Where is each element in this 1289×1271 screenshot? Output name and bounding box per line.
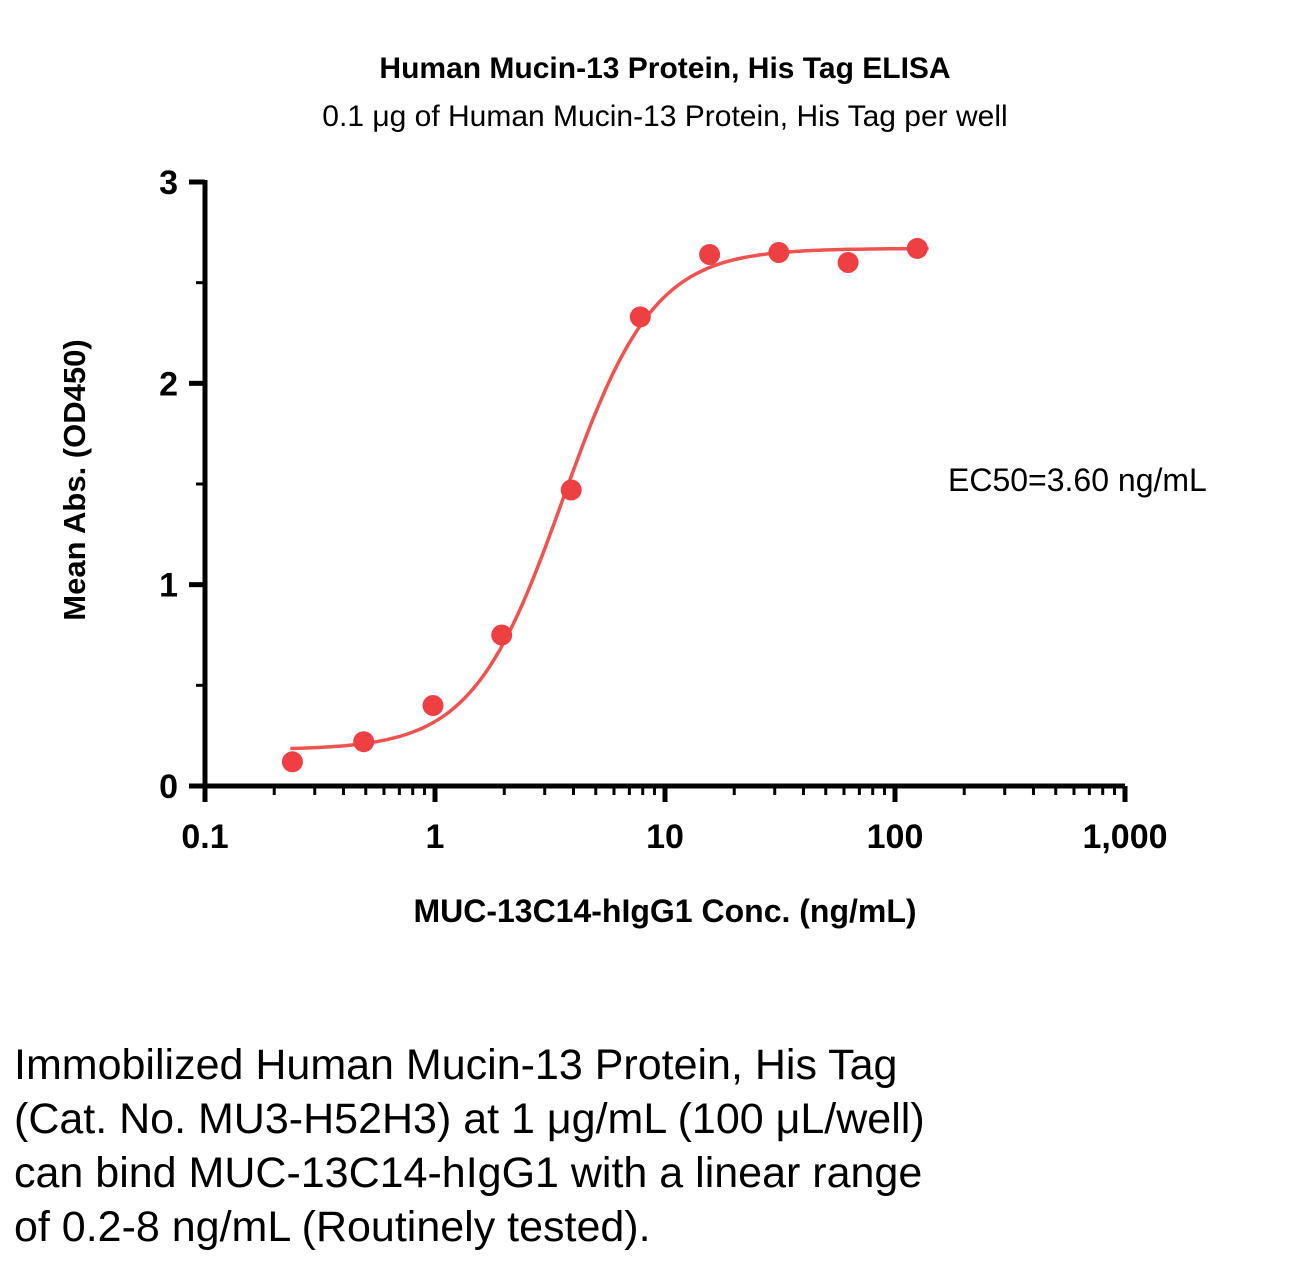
caption-line: of 0.2-8 ng/mL (Routinely tested). <box>14 1203 651 1251</box>
data-point <box>768 242 790 263</box>
chart-subtitle: 0.1 μg of Human Mucin-13 Protein, His Ta… <box>322 100 1008 133</box>
y-tick-label: 1 <box>159 567 178 605</box>
data-point <box>629 306 651 328</box>
ec50-annotation: EC50=3.60 ng/mL <box>948 462 1207 498</box>
x-tick-label: 1 <box>426 818 445 856</box>
data-point <box>491 624 513 646</box>
data-point <box>422 695 444 716</box>
data-point <box>281 751 303 773</box>
data-point <box>699 244 721 265</box>
data-point <box>906 237 928 259</box>
x-tick-label: 100 <box>867 818 924 856</box>
chart-title: Human Mucin-13 Protein, His Tag ELISA <box>379 52 951 85</box>
y-axis-label: Mean Abs. (OD450) <box>57 339 92 621</box>
x-tick-label: 10 <box>646 818 684 856</box>
caption-line: Immobilized Human Mucin-13 Protein, His … <box>14 1041 898 1089</box>
data-point <box>837 252 859 273</box>
fit-curve <box>290 246 929 751</box>
y-tick-label: 0 <box>159 768 178 806</box>
y-tick-label: 2 <box>159 365 178 403</box>
x-tick-label: 1,000 <box>1082 818 1167 856</box>
caption-line: can bind MUC-13C14-hIgG1 with a linear r… <box>14 1149 923 1197</box>
x-tick-label: 0.1 <box>181 818 228 856</box>
x-axis-label: MUC-13C14-hIgG1 Conc. (ng/mL) <box>413 893 917 929</box>
data-point <box>560 479 582 501</box>
caption-line: (Cat. No. MU3-H52H3) at 1 μg/mL (100 μL/… <box>14 1095 925 1143</box>
y-tick-label: 3 <box>159 164 178 202</box>
figure-caption: Immobilized Human Mucin-13 Protein, His … <box>14 1038 1214 1254</box>
data-point <box>353 731 375 753</box>
